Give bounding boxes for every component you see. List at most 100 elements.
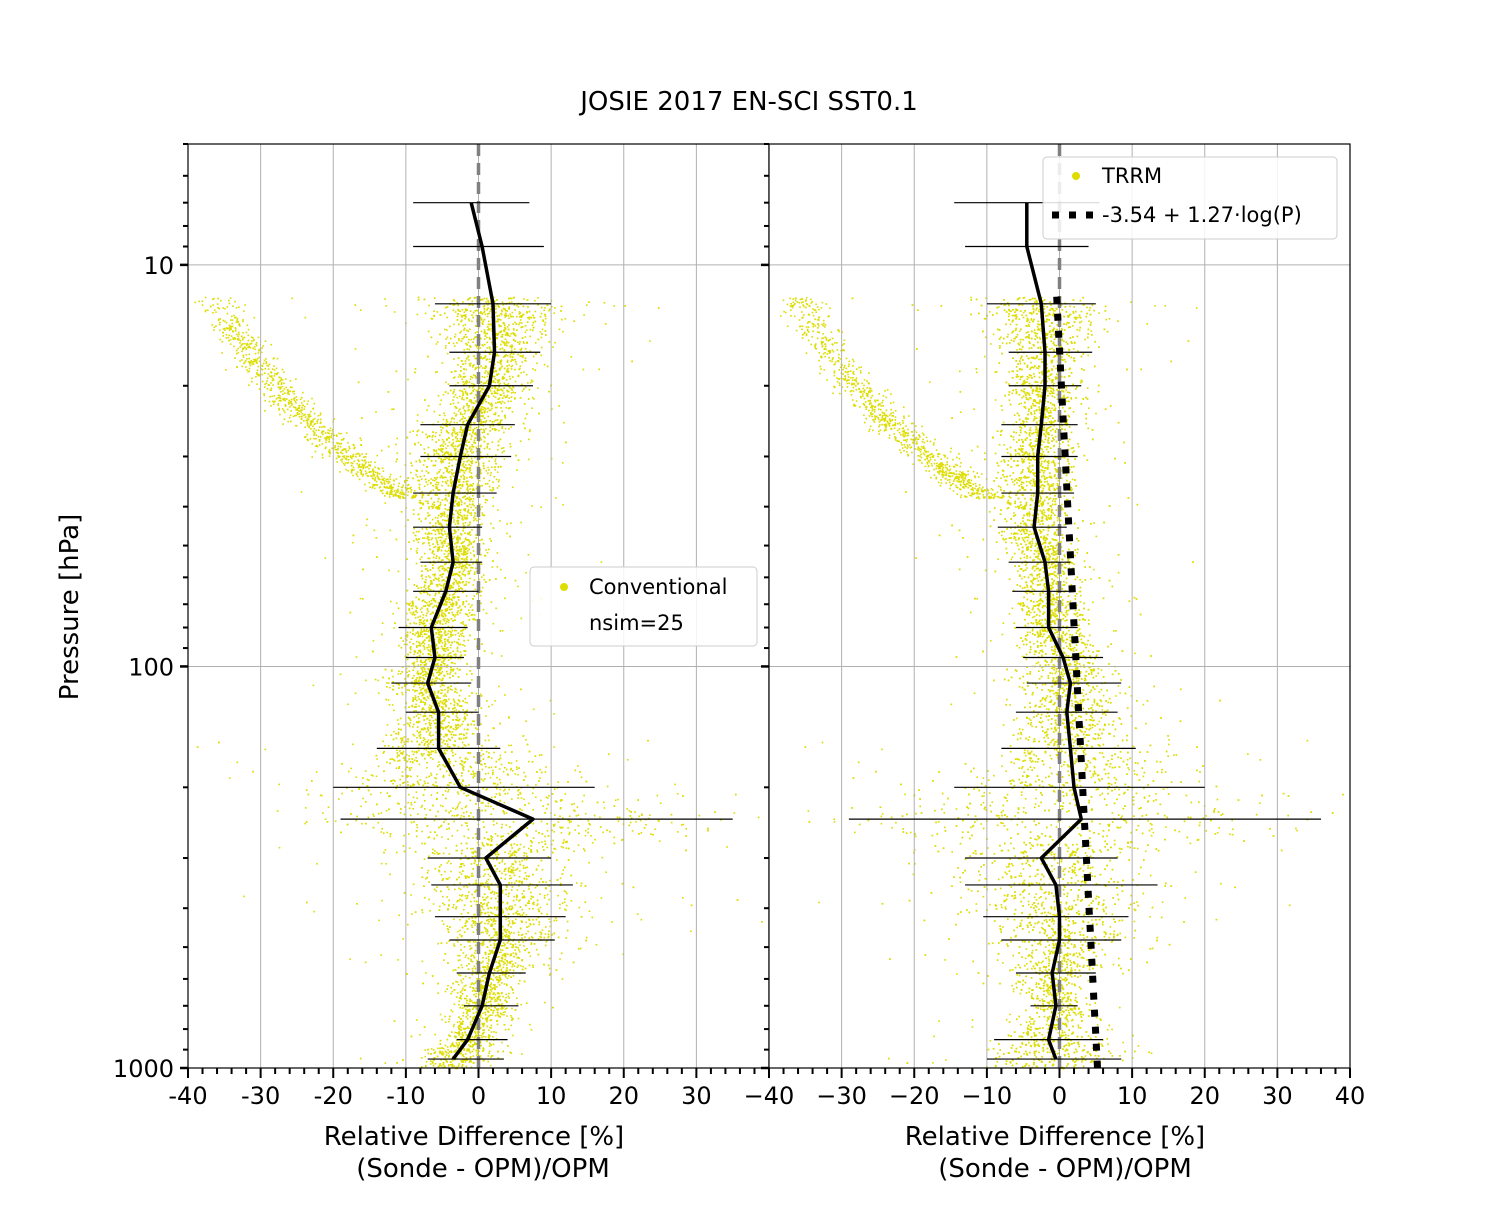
scatter-point: [505, 933, 508, 936]
scatter-point: [447, 630, 450, 632]
scatter-point: [417, 673, 419, 676]
scatter-point: [392, 782, 394, 785]
scatter-point: [406, 643, 408, 646]
scatter-point: [488, 705, 490, 708]
scatter-point: [498, 325, 501, 328]
scatter-point: [457, 805, 459, 807]
scatter-point: [530, 1029, 533, 1031]
scatter-point: [372, 639, 375, 642]
scatter-point: [455, 440, 458, 443]
scatter-point: [437, 640, 440, 643]
scatter-point: [467, 1025, 469, 1028]
scatter-point: [427, 636, 429, 638]
scatter-point: [372, 813, 374, 816]
scatter-point: [523, 371, 525, 373]
scatter-point: [468, 512, 471, 515]
scatter-point: [444, 1044, 447, 1047]
scatter-point: [500, 969, 503, 972]
scatter-point: [501, 630, 504, 632]
scatter-point: [482, 323, 484, 325]
scatter-point: [504, 766, 506, 769]
scatter-point: [500, 313, 503, 316]
scatter-point: [447, 495, 450, 497]
scatter-point: [396, 749, 398, 752]
scatter-point: [445, 596, 447, 598]
scatter-point: [512, 952, 515, 954]
scatter-point: [412, 753, 415, 756]
scatter-point: [509, 297, 511, 299]
scatter-point: [413, 539, 415, 542]
scatter-point: [543, 894, 546, 897]
scatter-point: [431, 518, 434, 521]
scatter-point: [439, 673, 441, 676]
scatter-point: [506, 341, 508, 344]
scatter-point: [469, 446, 471, 448]
scatter-point: [421, 478, 423, 481]
scatter-point: [519, 906, 522, 908]
scatter-point: [453, 358, 455, 360]
scatter-point: [421, 642, 423, 645]
scatter-point: [426, 766, 428, 769]
scatter-point: [463, 540, 466, 543]
scatter-point: [413, 723, 415, 726]
scatter-point: [436, 585, 439, 588]
scatter-point: [512, 315, 514, 318]
scatter-point: [377, 765, 380, 768]
scatter-point: [473, 900, 476, 903]
scatter-point: [468, 304, 471, 306]
scatter-point: [482, 960, 484, 963]
scatter-point: [424, 800, 426, 802]
scatter-point: [501, 400, 504, 403]
scatter-point: [544, 317, 547, 320]
scatter-point: [431, 503, 434, 505]
scatter-point: [466, 456, 468, 459]
scatter-point: [430, 589, 432, 591]
scatter-point: [460, 949, 462, 951]
scatter-point: [510, 388, 513, 390]
scatter-point: [499, 794, 501, 796]
scatter-point: [504, 694, 506, 696]
scatter-point: [508, 920, 510, 922]
scatter-point: [388, 704, 391, 706]
scatter-point: [497, 361, 499, 364]
scatter-point: [494, 782, 496, 785]
scatter-point: [447, 654, 449, 656]
scatter-point: [497, 1008, 500, 1010]
scatter-point: [423, 448, 425, 450]
scatter-point: [471, 1036, 474, 1038]
scatter-point: [557, 781, 560, 783]
scatter-point: [377, 821, 379, 824]
scatter-point: [493, 893, 495, 895]
scatter-point: [434, 646, 437, 648]
scatter-point: [395, 602, 398, 604]
scatter-point: [485, 370, 487, 372]
scatter-point: [427, 729, 430, 732]
scatter-point: [459, 509, 462, 511]
scatter-point: [439, 697, 441, 699]
scatter-point: [463, 792, 465, 795]
scatter-point: [493, 420, 495, 423]
scatter-point: [504, 316, 506, 318]
scatter-point: [430, 735, 432, 737]
scatter-point: [400, 741, 403, 744]
scatter-point: [501, 1041, 503, 1044]
scatter-point: [428, 734, 431, 736]
scatter-point: [519, 312, 522, 314]
scatter-point: [360, 805, 362, 808]
scatter-point: [437, 506, 440, 509]
scatter-point: [464, 522, 467, 524]
scatter-point: [403, 736, 406, 738]
scatter-point: [484, 930, 487, 933]
scatter-point: [424, 782, 427, 785]
scatter-point: [443, 658, 446, 661]
scatter-point: [412, 883, 415, 886]
scatter-point: [406, 781, 409, 783]
scatter-point: [421, 830, 423, 833]
scatter-point: [472, 931, 475, 933]
scatter-point: [315, 771, 318, 773]
scatter-point: [468, 918, 470, 920]
scatter-point: [480, 472, 482, 475]
scatter-point: [446, 515, 448, 518]
scatter-point: [439, 1052, 441, 1054]
scatter-point: [542, 319, 544, 321]
